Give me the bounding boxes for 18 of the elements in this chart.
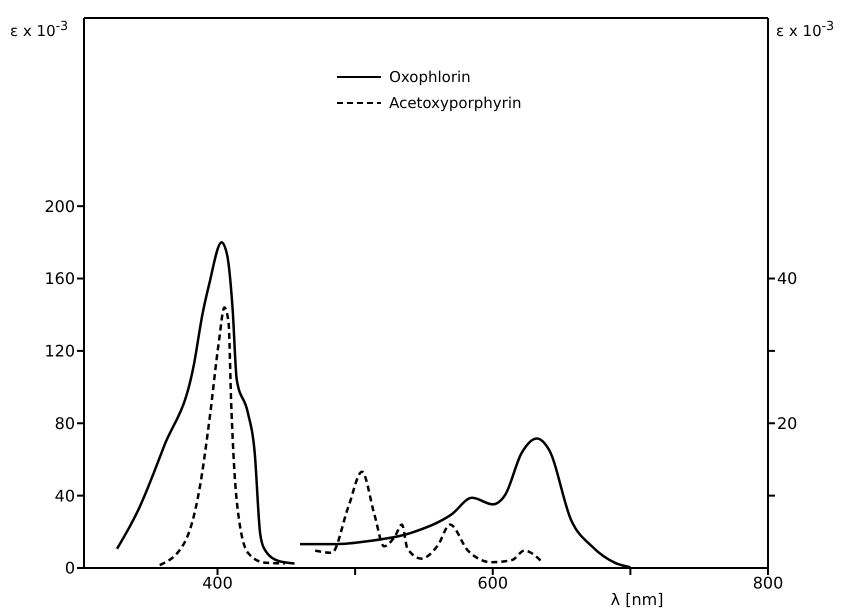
x-axis-title: λ [nm] — [610, 590, 664, 609]
line-series — [314, 470, 544, 564]
x-tick-label: 800 — [752, 573, 784, 592]
y-axis-title: ε x 10$^{-3}$ — [10, 18, 68, 40]
y-tick-label: 0 — [64, 558, 75, 578]
y2-tick-label: 20 — [777, 414, 798, 433]
y-tick-label: 80 — [54, 414, 75, 433]
x-tick-label: 600 — [477, 573, 508, 592]
legend-label: Acetoxyporphyrin — [389, 94, 522, 112]
legend-label: Oxophlorin — [389, 68, 471, 86]
y2-tick-label: 40 — [777, 269, 798, 288]
y2-axis-title: ε x 10$^{-3}$ — [776, 18, 834, 40]
x-tick-label: 400 — [202, 573, 233, 592]
line-series — [116, 241, 296, 565]
y-tick-label: 200 — [44, 196, 75, 216]
y-tick-label: 160 — [44, 269, 75, 288]
y-tick-label: 120 — [44, 342, 75, 361]
y-tick-label: 40 — [54, 486, 75, 506]
